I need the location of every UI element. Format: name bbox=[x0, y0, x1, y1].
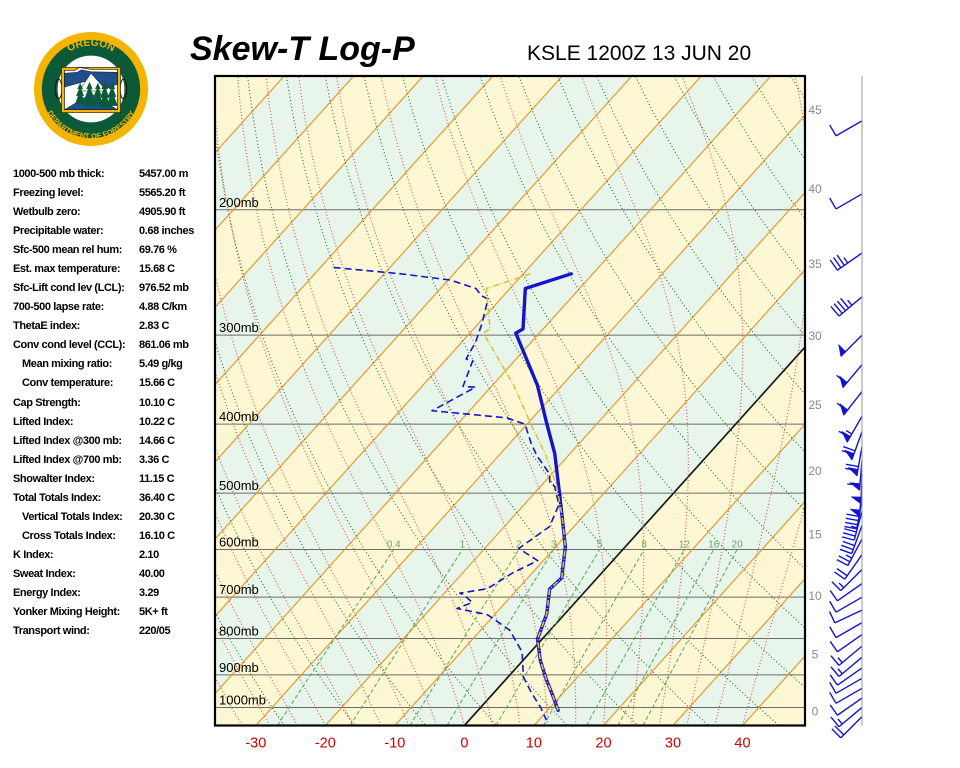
svg-text:45: 45 bbox=[808, 103, 822, 117]
svg-text:30: 30 bbox=[808, 329, 822, 343]
svg-text:5: 5 bbox=[812, 648, 819, 662]
svg-text:35: 35 bbox=[808, 257, 822, 271]
svg-text:40: 40 bbox=[734, 736, 750, 752]
svg-text:200mb: 200mb bbox=[219, 195, 259, 210]
svg-text:20: 20 bbox=[808, 464, 822, 478]
svg-text:10: 10 bbox=[808, 589, 822, 603]
svg-text:0: 0 bbox=[812, 705, 819, 719]
svg-text:0: 0 bbox=[460, 736, 468, 752]
svg-text:15: 15 bbox=[808, 528, 822, 542]
svg-text:-30: -30 bbox=[245, 736, 266, 752]
svg-text:1000mb: 1000mb bbox=[219, 693, 266, 708]
svg-text:30: 30 bbox=[665, 736, 681, 752]
svg-text:10: 10 bbox=[526, 736, 542, 752]
svg-text:3: 3 bbox=[551, 540, 557, 551]
svg-text:20: 20 bbox=[732, 540, 744, 551]
svg-text:900mb: 900mb bbox=[219, 660, 259, 675]
svg-text:400mb: 400mb bbox=[219, 409, 259, 424]
svg-text:-10: -10 bbox=[384, 736, 405, 752]
svg-text:0.4: 0.4 bbox=[387, 540, 401, 551]
svg-text:1: 1 bbox=[460, 540, 466, 551]
svg-text:5: 5 bbox=[597, 540, 603, 551]
svg-text:25: 25 bbox=[808, 398, 822, 412]
svg-text:500mb: 500mb bbox=[219, 478, 259, 493]
svg-text:12: 12 bbox=[679, 540, 691, 551]
svg-text:800mb: 800mb bbox=[219, 624, 259, 639]
svg-text:-20: -20 bbox=[315, 736, 336, 752]
svg-text:600mb: 600mb bbox=[219, 535, 259, 550]
svg-text:40: 40 bbox=[808, 182, 822, 196]
svg-text:300mb: 300mb bbox=[219, 320, 259, 335]
svg-text:20: 20 bbox=[595, 736, 611, 752]
svg-text:8: 8 bbox=[641, 540, 647, 551]
svg-text:700mb: 700mb bbox=[219, 582, 259, 597]
svg-text:16: 16 bbox=[708, 540, 720, 551]
